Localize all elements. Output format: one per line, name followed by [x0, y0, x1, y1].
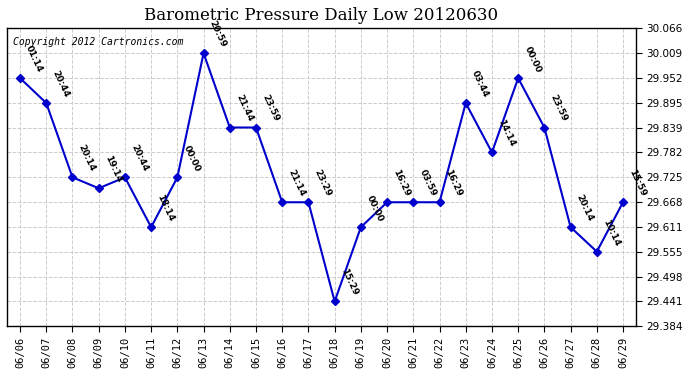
Text: 00:00: 00:00: [365, 194, 385, 223]
Text: 20:14: 20:14: [575, 193, 595, 223]
Text: 20:44: 20:44: [129, 143, 150, 173]
Text: 21:14: 21:14: [286, 168, 306, 198]
Text: 20:59: 20:59: [208, 19, 228, 49]
Text: 19:14: 19:14: [103, 154, 124, 184]
Text: 21:44: 21:44: [234, 93, 255, 123]
Text: 23:29: 23:29: [313, 168, 333, 198]
Text: 16:29: 16:29: [391, 168, 411, 198]
Text: 23:59: 23:59: [260, 93, 280, 123]
Text: 03:59: 03:59: [417, 168, 437, 198]
Text: 18:14: 18:14: [155, 193, 176, 223]
Text: 20:14: 20:14: [77, 143, 97, 173]
Text: 15:59: 15:59: [627, 168, 647, 198]
Text: 00:00: 00:00: [181, 144, 201, 173]
Text: 10:14: 10:14: [601, 218, 621, 248]
Text: Copyright 2012 Cartronics.com: Copyright 2012 Cartronics.com: [13, 37, 184, 47]
Text: 00:00: 00:00: [522, 45, 542, 74]
Text: 20:44: 20:44: [50, 69, 71, 99]
Text: 23:59: 23:59: [549, 93, 569, 123]
Text: 15:29: 15:29: [339, 267, 359, 297]
Text: 03:44: 03:44: [470, 69, 490, 99]
Text: 14:14: 14:14: [496, 118, 517, 148]
Title: Barometric Pressure Daily Low 20120630: Barometric Pressure Daily Low 20120630: [144, 7, 499, 24]
Text: 01:14: 01:14: [24, 44, 44, 74]
Text: 16:29: 16:29: [444, 168, 464, 198]
